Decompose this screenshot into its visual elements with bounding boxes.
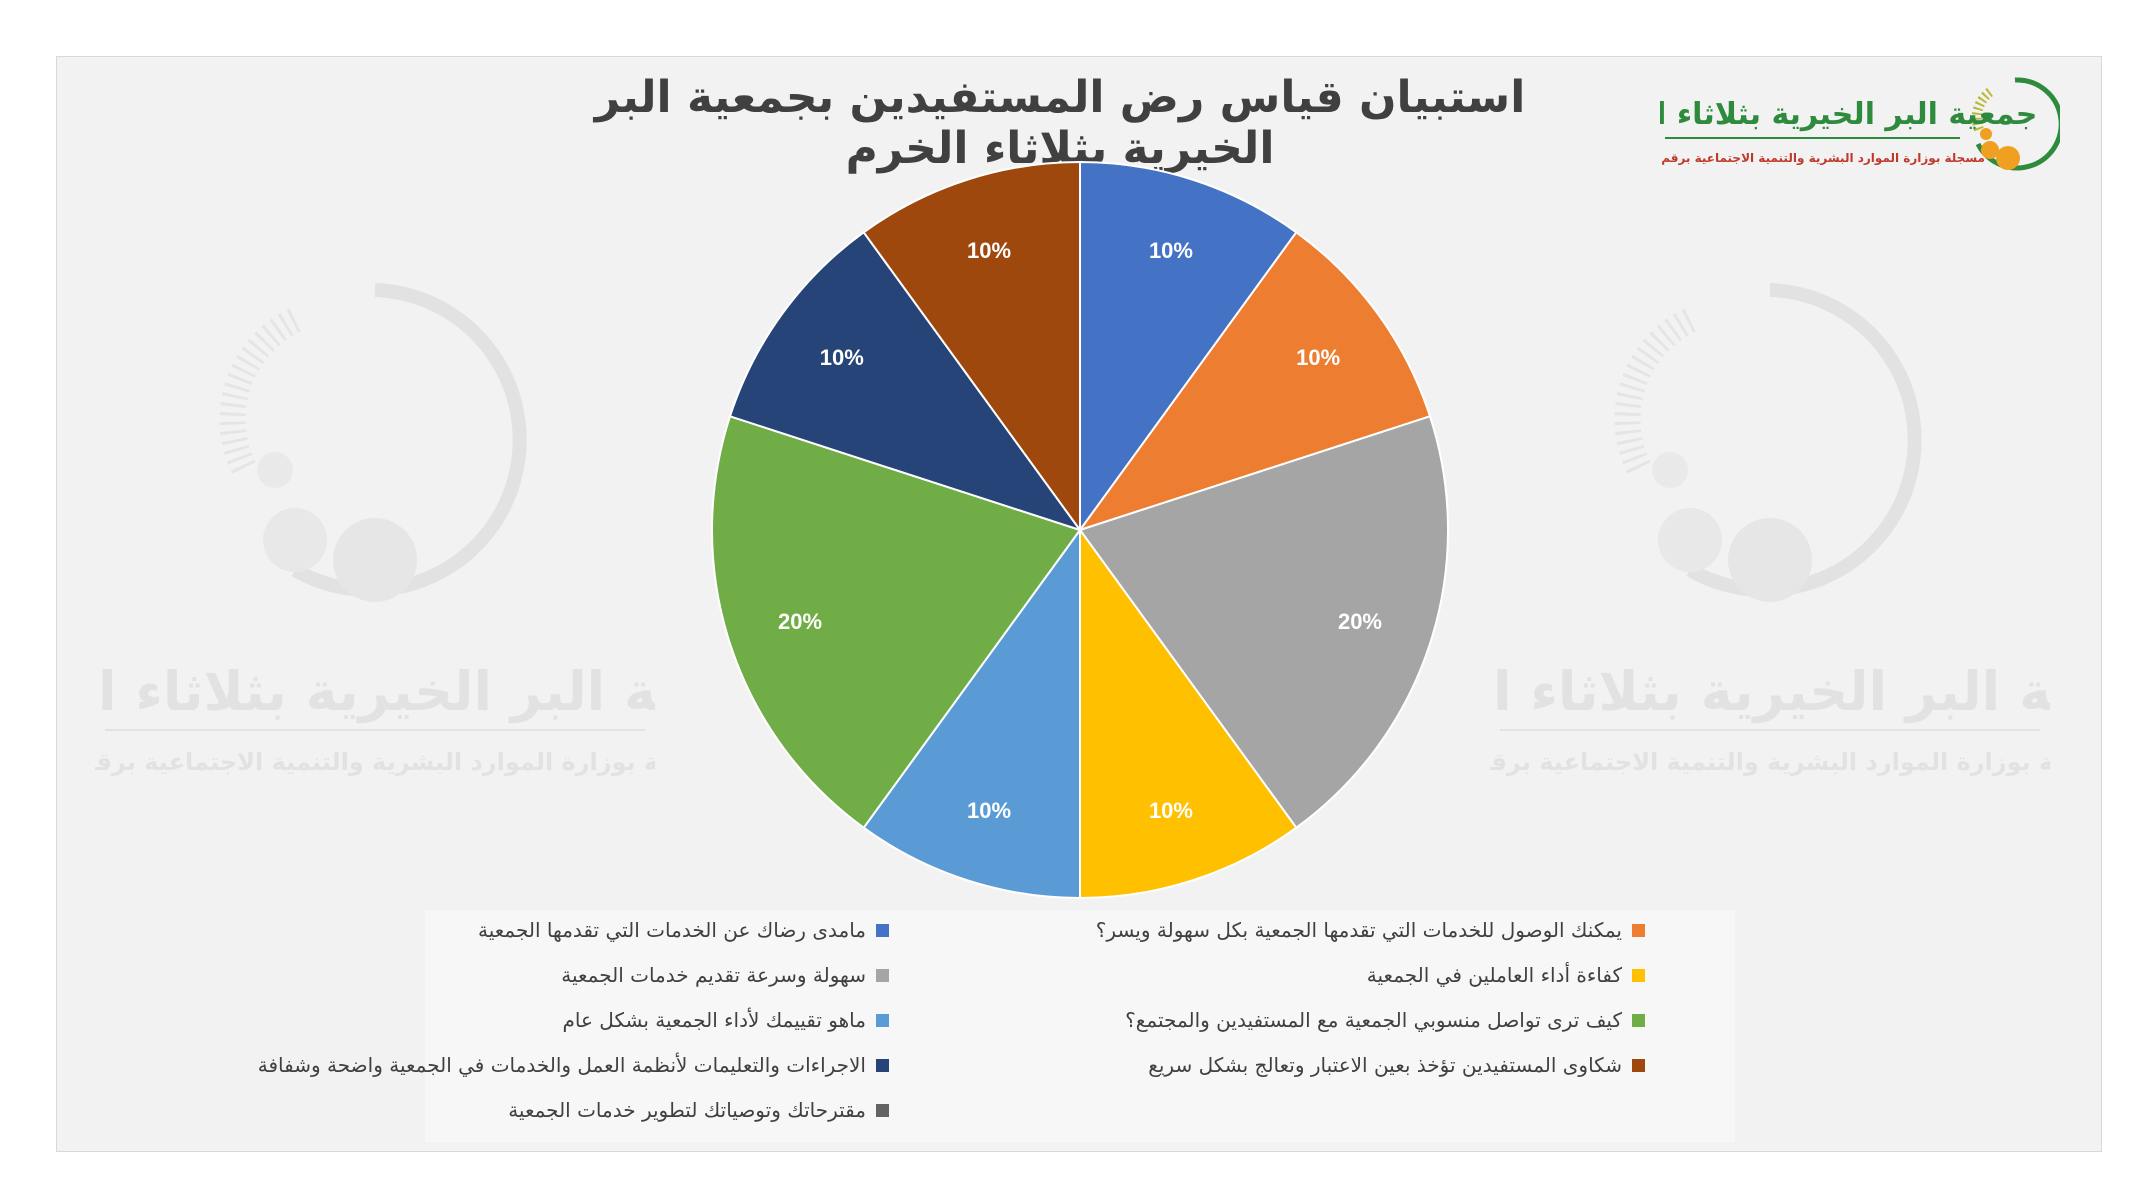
legend-item-3[interactable]: سهولة وسرعة تقديم خدمات الجمعية <box>561 963 889 987</box>
legend-swatch <box>876 1013 889 1027</box>
legend-swatch <box>1632 968 1645 982</box>
legend-item-8[interactable]: شكاوى المستفيدين تؤخذ بعين الاعتبار وتعا… <box>1148 1053 1645 1077</box>
legend-label: شكاوى المستفيدين تؤخذ بعين الاعتبار وتعا… <box>1148 1053 1622 1077</box>
legend-label: كفاءة أداء العاملين في الجمعية <box>1366 963 1622 987</box>
logo-registration: مسجلة بوزارة الموارد البشرية والتنمية ال… <box>1660 151 1985 166</box>
legend-swatch <box>1632 923 1645 937</box>
pie-slice-2[interactable] <box>1077 230 1432 532</box>
pie-slice-label-4: 10% <box>1149 798 1193 823</box>
logo-name: جمعية البر الخيرية بثلاثاء الخرم <box>1660 97 2037 132</box>
legend-item-6[interactable]: كيف ترى تواصل منسوبي الجمعية مع المستفيد… <box>1125 1008 1645 1032</box>
legend-swatch <box>1632 1013 1645 1027</box>
legend-label: يمكنك الوصول للخدمات التي تقدمها الجمعية… <box>1095 918 1622 942</box>
watermark-name: جمعية البر الخيرية بثلاثاء الخرم <box>1490 660 2050 723</box>
legend-item-1[interactable]: مامدى رضاك عن الخدمات التي تقدمها الجمعي… <box>478 918 889 942</box>
pie-slice-1[interactable] <box>1079 160 1298 534</box>
pie-slice-label-5: 10% <box>967 798 1011 823</box>
legend-swatch <box>1632 1058 1645 1072</box>
watermark-name: جمعية البر الخيرية بثلاثاء الخرم <box>95 660 655 723</box>
pie-slice-6[interactable] <box>711 415 1082 830</box>
watermark-registration: مسجلة بوزارة الموارد البشرية والتنمية ال… <box>1490 748 2050 776</box>
pie-slice-7[interactable] <box>728 230 1083 532</box>
legend-swatch <box>876 1058 889 1072</box>
pie-slice-8[interactable] <box>862 160 1081 534</box>
legend-item-2[interactable]: يمكنك الوصول للخدمات التي تقدمها الجمعية… <box>1096 918 1645 942</box>
legend-label: مقترحاتك وتوصياتك لتطوير خدمات الجمعية <box>508 1098 866 1122</box>
legend-item-5[interactable]: ماهو تقييمك لأداء الجمعية بشكل عام <box>563 1008 889 1032</box>
legend-label: سهولة وسرعة تقديم خدمات الجمعية <box>561 963 866 987</box>
legend-item-9[interactable]: مقترحاتك وتوصياتك لتطوير خدمات الجمعية <box>508 1098 889 1122</box>
pie-slice-label-8: 10% <box>967 238 1011 263</box>
legend-label: مامدى رضاك عن الخدمات التي تقدمها الجمعي… <box>478 918 866 942</box>
pie-slice-label-7: 10% <box>820 345 864 370</box>
watermark-right: جمعية البر الخيرية بثلاثاء الخرم مسجلة ب… <box>1490 283 2050 776</box>
pie-slice-label-1: 10% <box>1149 238 1193 263</box>
legend-label: الاجراءات والتعليمات لأنظمة العمل والخدم… <box>257 1053 866 1077</box>
association-logo: جمعية البر الخيرية بثلاثاء الخرم مسجلة ب… <box>1660 77 2060 171</box>
pie-slice-label-6: 20% <box>778 609 822 634</box>
legend-swatch <box>876 968 889 982</box>
pie-slice-3[interactable] <box>1078 415 1449 830</box>
pie-slice-4[interactable] <box>1079 526 1298 900</box>
watermark-left: جمعية البر الخيرية بثلاثاء الخرم مسجلة ب… <box>95 283 655 776</box>
legend-swatch <box>876 923 889 937</box>
legend-label: ماهو تقييمك لأداء الجمعية بشكل عام <box>562 1008 866 1032</box>
legend-item-7[interactable]: الاجراءات والتعليمات لأنظمة العمل والخدم… <box>258 1053 889 1077</box>
chart-legend: مامدى رضاك عن الخدمات التي تقدمها الجمعي… <box>258 910 1735 1142</box>
pie-slice-label-2: 10% <box>1296 345 1340 370</box>
legend-label: كيف ترى تواصل منسوبي الجمعية مع المستفيد… <box>1125 1008 1622 1032</box>
legend-item-4[interactable]: كفاءة أداء العاملين في الجمعية <box>1367 963 1645 987</box>
pie-chart: 10% 10% 20% 10% 10% 20% 10% 10% <box>711 160 1449 900</box>
pie-slice-label-3: 20% <box>1338 609 1382 634</box>
watermark-registration: مسجلة بوزارة الموارد البشرية والتنمية ال… <box>95 748 655 776</box>
pie-slice-5[interactable] <box>862 526 1081 900</box>
legend-swatch <box>876 1103 889 1117</box>
